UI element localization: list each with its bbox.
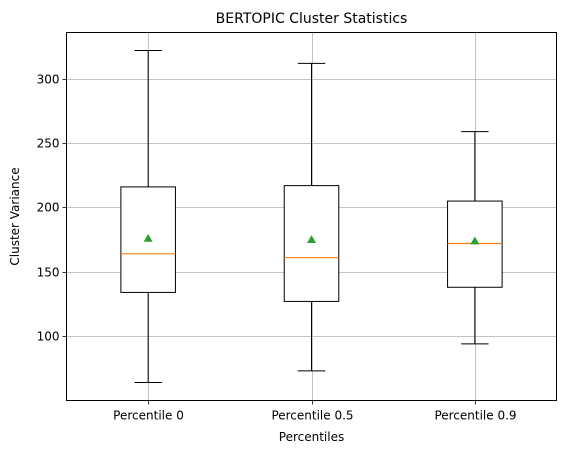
x-axis-label: Percentiles — [279, 430, 344, 444]
x-tick-label: Percentile 0.9 — [434, 409, 516, 423]
y-tick-label: 150 — [37, 266, 60, 280]
x-tick-label: Percentile 0.5 — [271, 409, 353, 423]
box-plot-group — [283, 62, 340, 372]
y-tick-label: 250 — [37, 137, 60, 151]
mean-marker — [470, 236, 480, 245]
chart-title: BERTOPIC Cluster Statistics — [216, 11, 408, 27]
tick-layer: 100 150 200 250 300 Percentile 0 Percentile 0.… — [37, 73, 517, 423]
mean-marker — [307, 235, 316, 244]
x-tick-label: Percentile 0 — [113, 409, 184, 423]
iqr-box — [283, 185, 340, 302]
y-tick-label: 100 — [37, 330, 60, 344]
box-plot-group — [447, 131, 503, 345]
box-layer — [120, 50, 503, 383]
box-plot-group — [120, 50, 176, 383]
y-axis-label: Cluster Variance — [8, 167, 22, 265]
plot-area-frame — [66, 32, 557, 401]
y-tick-label: 300 — [37, 73, 60, 87]
mean-marker — [143, 233, 153, 242]
y-tick-label: 200 — [37, 201, 60, 215]
